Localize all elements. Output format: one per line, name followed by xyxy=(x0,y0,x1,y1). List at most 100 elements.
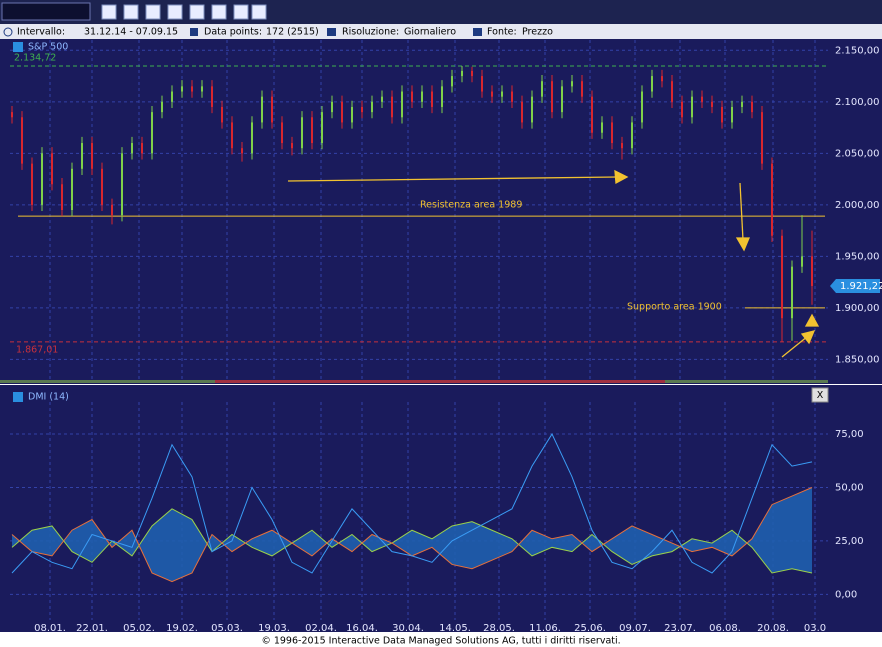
x-tick-label: 08.01. xyxy=(34,623,66,634)
info-label: Data points: xyxy=(204,27,262,38)
bar-body xyxy=(261,96,263,123)
bar-body xyxy=(791,266,793,319)
last-price-label: 1.921,22 xyxy=(840,281,882,292)
bar-body xyxy=(281,122,283,144)
panel-title: S&P 500 xyxy=(28,42,68,53)
icon[interactable] xyxy=(123,4,139,20)
bar-body xyxy=(571,81,573,87)
bar-body xyxy=(231,122,233,149)
bar-body xyxy=(541,81,543,97)
icon[interactable] xyxy=(189,4,205,20)
x-tick-label: 25.06. xyxy=(574,623,606,634)
icon[interactable] xyxy=(145,4,161,20)
y-tick-label: 0,00 xyxy=(835,589,857,600)
y-tick-label: 2.100,00 xyxy=(835,97,880,108)
y-tick-label: 2.150,00 xyxy=(835,45,880,56)
annotation-label: Supporto area 1900 xyxy=(627,301,722,312)
bar-body xyxy=(361,106,363,113)
bar-body xyxy=(411,91,413,102)
panel-title: DMI (14) xyxy=(28,392,69,403)
x-tick-label: 19.03. xyxy=(258,623,290,634)
y-tick-label: 1.950,00 xyxy=(835,251,880,262)
icon[interactable] xyxy=(233,4,249,20)
bar-body xyxy=(141,143,143,154)
last-price-tag xyxy=(830,279,880,294)
bar-body xyxy=(161,101,163,113)
bar-body xyxy=(91,143,93,169)
y-tick-label: 50,00 xyxy=(835,482,864,493)
icon xyxy=(327,28,336,36)
bar-body xyxy=(611,122,613,144)
bar-body xyxy=(111,204,113,216)
icon xyxy=(190,28,198,36)
bar-body xyxy=(301,117,303,149)
icon[interactable] xyxy=(251,4,267,20)
bar-body xyxy=(291,143,293,149)
bar-body xyxy=(561,86,563,113)
bar-body xyxy=(811,256,813,287)
bar-body xyxy=(131,143,133,154)
bar-body xyxy=(761,112,763,164)
bar-body xyxy=(661,76,663,82)
bar-body xyxy=(191,86,193,92)
bar-body xyxy=(731,106,733,123)
info-label: Fonte: xyxy=(487,27,517,38)
bar-body xyxy=(601,122,603,133)
x-tick-label: 02.04. xyxy=(305,623,337,634)
bar-body xyxy=(671,81,673,102)
x-tick-label: 22.01. xyxy=(76,623,108,634)
bar-body xyxy=(581,81,583,97)
bar-body xyxy=(701,96,703,102)
bar-body xyxy=(351,106,353,123)
search-input[interactable] xyxy=(1,2,91,21)
bar-body xyxy=(151,112,153,154)
x-tick-label: 16.04. xyxy=(346,623,378,634)
icon xyxy=(3,27,13,37)
bar-body xyxy=(751,101,753,113)
x-tick-label: 14.05. xyxy=(439,623,471,634)
icon xyxy=(473,28,482,36)
bar-body xyxy=(681,101,683,118)
bar-body xyxy=(641,91,643,123)
bar-body xyxy=(631,122,633,149)
bar-body xyxy=(221,106,223,123)
icon[interactable] xyxy=(211,4,227,20)
annotation-label: 2.134,72 xyxy=(14,53,56,64)
bar-body xyxy=(711,101,713,107)
bar-body xyxy=(431,91,433,107)
x-tick-label: 06.08. xyxy=(709,623,741,634)
arrow-head xyxy=(614,169,629,185)
bar-body xyxy=(201,86,203,92)
bar-body xyxy=(421,91,423,102)
bar-body xyxy=(41,153,43,205)
icon[interactable] xyxy=(167,4,183,20)
icon[interactable] xyxy=(101,4,117,20)
arrow-head xyxy=(800,330,816,345)
close-button[interactable] xyxy=(811,387,829,403)
bar-body xyxy=(651,76,653,92)
bar-body xyxy=(521,101,523,123)
bar-body xyxy=(61,184,63,210)
bar-body xyxy=(591,96,593,133)
bar-body xyxy=(11,112,13,118)
bar-body xyxy=(441,86,443,107)
bar-body xyxy=(511,91,513,102)
bar-body xyxy=(491,91,493,97)
close-button-label[interactable]: X xyxy=(817,390,824,401)
bar-body xyxy=(801,256,803,267)
bar-body xyxy=(401,91,403,118)
arrow xyxy=(739,182,744,241)
bar-body xyxy=(771,163,773,236)
bar-body xyxy=(371,101,373,113)
arrow xyxy=(287,176,618,182)
arrow xyxy=(781,335,809,358)
info-texts: Intervallo: 31.12.14 - 07.09.15 Data poi… xyxy=(3,27,553,38)
legend-swatch xyxy=(13,42,23,52)
info-value: 172 (2515) xyxy=(266,27,319,38)
x-tick-label: 23.07. xyxy=(664,623,696,634)
bar-body xyxy=(501,91,503,97)
x-tick-label: 09.07. xyxy=(619,623,651,634)
bar-body xyxy=(101,168,103,205)
bar-body xyxy=(271,96,273,123)
bar-body xyxy=(341,101,343,123)
